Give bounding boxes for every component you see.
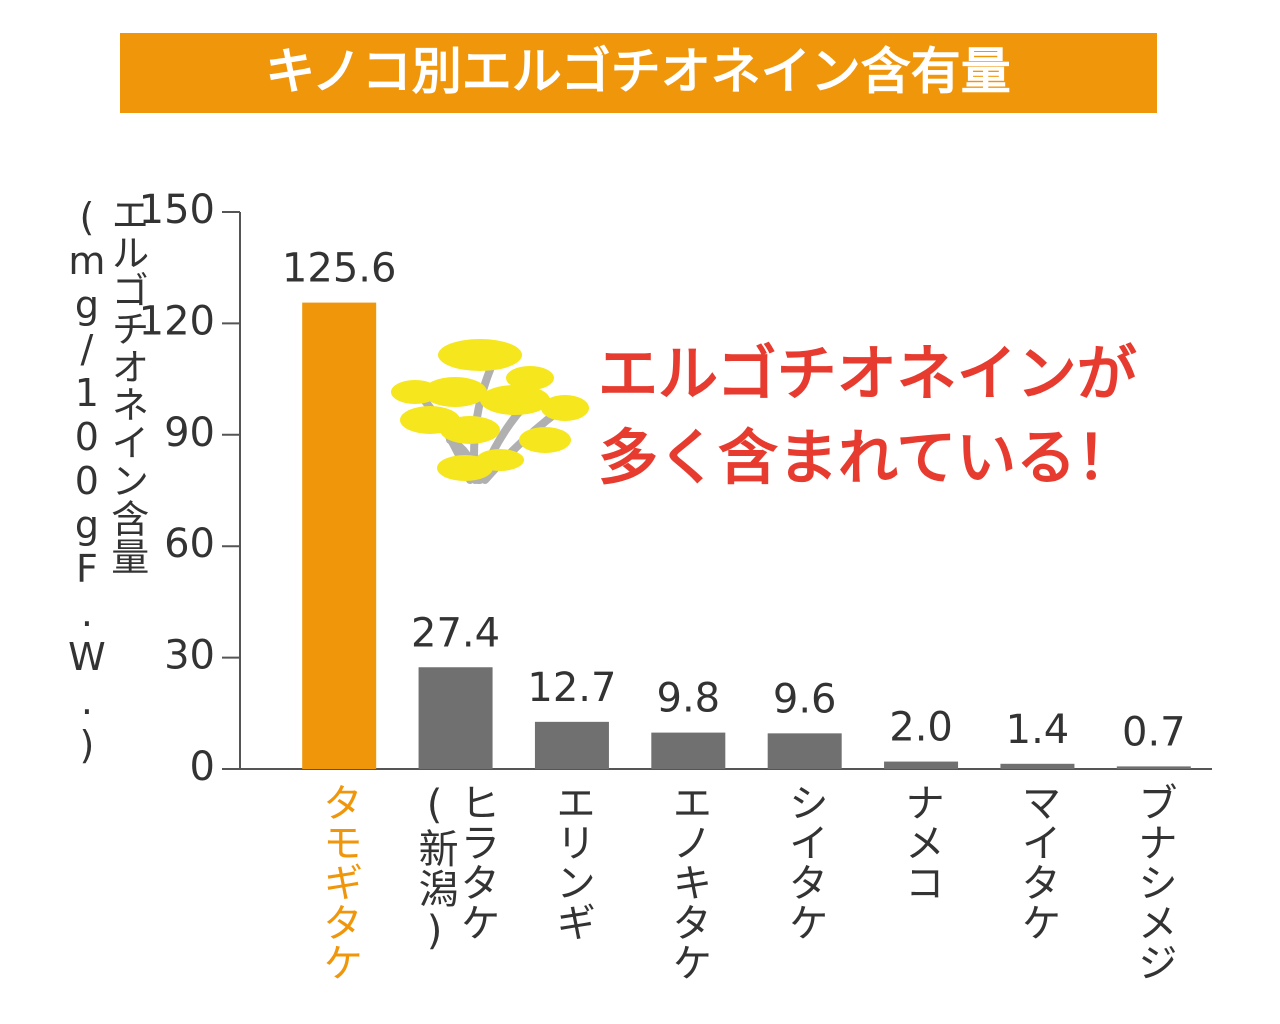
value-label: 9.8 xyxy=(657,676,721,722)
x-tick-label: マイタケ xyxy=(1014,782,1061,942)
y-axis-label: エルゴチオネイン含量(mg/100gF.W.) xyxy=(64,195,149,767)
value-label: 1.4 xyxy=(1006,707,1070,753)
bar xyxy=(302,302,377,769)
value-label: 12.7 xyxy=(527,665,616,711)
x-tick-label: ナメコ xyxy=(898,782,945,902)
bar xyxy=(418,667,493,769)
y-tick-label: 30 xyxy=(164,633,215,679)
bar xyxy=(651,732,726,769)
x-tick-label: シイタケ xyxy=(781,782,828,942)
x-tick-label: タモギタケ xyxy=(316,782,363,982)
bar xyxy=(1000,763,1075,769)
chart-title: キノコ別エルゴチオネイン含有量 xyxy=(265,43,1011,101)
value-label: 27.4 xyxy=(411,610,500,656)
annotation: 多く含まれている！ xyxy=(598,424,1136,494)
y-tick-label: 120 xyxy=(139,298,215,344)
y-tick-label: 60 xyxy=(164,521,215,567)
bar xyxy=(884,761,959,769)
y-tick-label: 90 xyxy=(164,410,215,456)
x-tick-label: エノキタケ xyxy=(665,782,712,982)
bar xyxy=(767,733,842,769)
value-label: 2.0 xyxy=(889,705,953,751)
y-tick-label: 150 xyxy=(139,187,215,233)
y-tick-label: 0 xyxy=(190,744,215,790)
value-label: 9.6 xyxy=(773,676,837,722)
bar xyxy=(1116,766,1191,769)
value-label: 125.6 xyxy=(282,246,397,292)
title-box xyxy=(120,33,1157,113)
x-tick-label: ヒラタケ(新潟) xyxy=(411,782,500,954)
x-tick-label: ブナシメジ xyxy=(1130,782,1177,982)
value-label: 0.7 xyxy=(1122,709,1186,755)
bar xyxy=(534,721,609,769)
annotation: エルゴチオネインが xyxy=(598,340,1137,410)
x-tick-label: エリンギ xyxy=(548,782,595,942)
mushroom-caps xyxy=(391,339,589,481)
